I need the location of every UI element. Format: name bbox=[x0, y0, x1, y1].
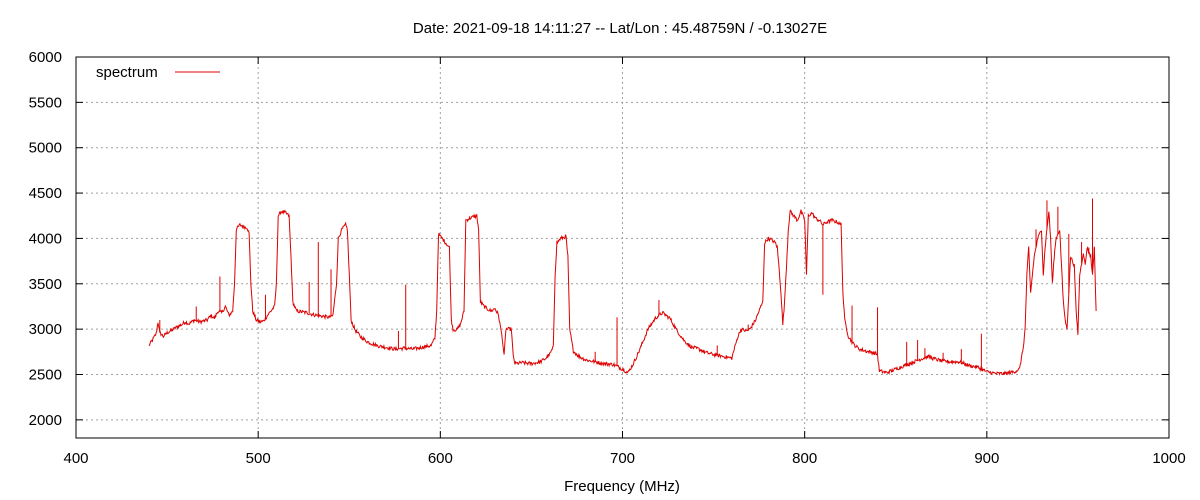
x-tick-label: 800 bbox=[792, 450, 817, 467]
y-tick-label: 3000 bbox=[29, 321, 62, 338]
plot-area-border bbox=[75, 56, 1170, 439]
series-line-spectrum bbox=[148, 209, 1097, 376]
chart-title: Date: 2021-09-18 14:11:27 -- Lat/Lon : 4… bbox=[413, 20, 827, 37]
x-tick-label: 600 bbox=[428, 450, 453, 467]
x-tick-label: 900 bbox=[974, 450, 999, 467]
x-tick-label: 500 bbox=[246, 450, 271, 467]
x-tick-label: 1000 bbox=[1152, 450, 1185, 467]
y-tick-label: 4000 bbox=[29, 230, 62, 247]
legend: spectrum bbox=[96, 64, 220, 81]
axis-ticks: 400 500 600 700 800 900 1000 2000 2500 3000 3500 40… bbox=[29, 49, 1186, 467]
y-tick-label: 5500 bbox=[29, 94, 62, 111]
y-tick-label: 6000 bbox=[29, 49, 62, 66]
legend-label-spectrum: spectrum bbox=[96, 64, 158, 81]
y-tick-label: 5000 bbox=[29, 140, 62, 157]
y-tick-label: 3500 bbox=[29, 276, 62, 293]
x-tick-label: 400 bbox=[63, 450, 88, 467]
grid-lines bbox=[76, 57, 1169, 438]
y-tick-label: 2500 bbox=[29, 367, 62, 384]
series-group bbox=[148, 198, 1097, 376]
y-tick-label: 4500 bbox=[29, 185, 62, 202]
x-axis-label: Frequency (MHz) bbox=[564, 478, 680, 495]
x-tick-label: 700 bbox=[610, 450, 635, 467]
y-tick-label: 2000 bbox=[29, 412, 62, 429]
